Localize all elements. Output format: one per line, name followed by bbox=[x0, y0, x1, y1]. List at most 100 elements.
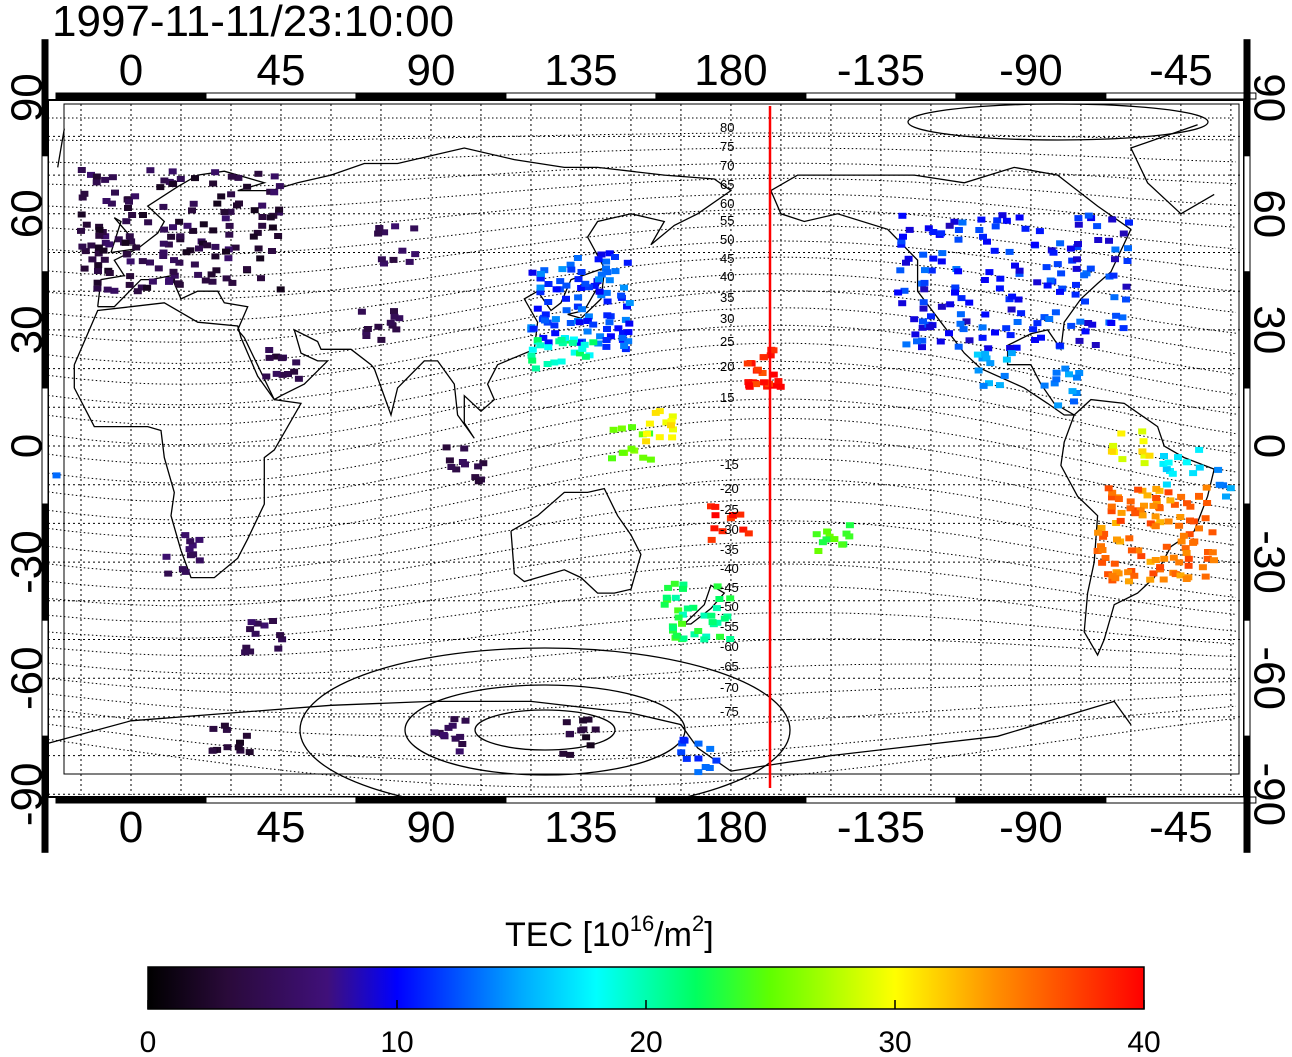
tec-point bbox=[937, 258, 946, 265]
tec-point bbox=[689, 604, 698, 611]
contour-line bbox=[48, 398, 1237, 484]
tec-point bbox=[710, 525, 719, 532]
tec-point bbox=[726, 595, 735, 602]
tec-point bbox=[176, 176, 185, 182]
tec-point bbox=[1152, 485, 1161, 492]
contour-label: -65 bbox=[720, 659, 739, 674]
tec-point bbox=[743, 360, 752, 367]
tec-point bbox=[562, 307, 571, 314]
coastlines bbox=[48, 124, 1215, 772]
tec-point bbox=[678, 611, 687, 618]
tec-point bbox=[752, 381, 761, 388]
tec-point bbox=[203, 242, 212, 249]
tec-point bbox=[618, 449, 627, 456]
tec-point bbox=[664, 584, 673, 591]
axis-bar bbox=[1243, 387, 1251, 505]
tec-point bbox=[93, 279, 102, 286]
tec-point bbox=[774, 378, 783, 385]
tec-point bbox=[126, 258, 135, 265]
tec-point bbox=[609, 426, 618, 433]
tec-point bbox=[566, 751, 575, 758]
tec-point bbox=[753, 366, 762, 373]
tec-point bbox=[1124, 569, 1133, 576]
tec-point bbox=[1107, 503, 1116, 510]
tec-point bbox=[596, 333, 605, 340]
tec-point bbox=[918, 324, 927, 331]
tec-point bbox=[52, 472, 61, 479]
tec-point bbox=[739, 526, 748, 533]
tec-point bbox=[1195, 492, 1203, 499]
tec-point bbox=[391, 223, 400, 230]
contour-label: 20 bbox=[720, 359, 734, 374]
axis-bar bbox=[1243, 271, 1251, 389]
tec-point bbox=[744, 530, 753, 537]
tec-point bbox=[559, 750, 568, 757]
tec-point bbox=[995, 285, 1004, 292]
tec-point bbox=[897, 241, 906, 248]
tec-point bbox=[897, 238, 906, 245]
tec-point bbox=[225, 231, 234, 238]
tec-point bbox=[1189, 539, 1198, 546]
tec-point bbox=[128, 212, 137, 218]
tec-point bbox=[276, 286, 285, 293]
tec-point bbox=[624, 329, 633, 336]
tec-point bbox=[983, 238, 991, 245]
tec-point bbox=[1210, 557, 1218, 564]
tec-point bbox=[606, 333, 615, 340]
tec-point bbox=[1140, 502, 1148, 509]
tec-point bbox=[1107, 508, 1116, 515]
tec-point bbox=[127, 238, 136, 245]
tec-point bbox=[268, 224, 277, 231]
axis-bar bbox=[955, 92, 1107, 100]
tec-point bbox=[715, 596, 724, 602]
lat-tick-label: 90 bbox=[1244, 73, 1292, 122]
tec-point bbox=[707, 503, 715, 510]
tec-point bbox=[1118, 456, 1127, 463]
axis-bar bbox=[41, 735, 49, 853]
tec-point bbox=[625, 320, 634, 327]
tec-point bbox=[1070, 398, 1078, 405]
tec-point bbox=[144, 219, 153, 226]
tec-point bbox=[655, 434, 664, 441]
tec-point bbox=[529, 325, 538, 332]
tec-point bbox=[562, 295, 570, 302]
tec-point bbox=[1134, 486, 1143, 493]
tec-point bbox=[290, 368, 299, 375]
tec-point bbox=[108, 174, 117, 181]
axis-bar bbox=[1243, 735, 1251, 853]
tec-point bbox=[146, 167, 155, 174]
tec-point bbox=[680, 737, 689, 744]
tec-point bbox=[694, 628, 703, 634]
tec-point bbox=[247, 619, 256, 626]
tec-point bbox=[579, 717, 588, 724]
tec-point bbox=[189, 227, 198, 234]
tec-point bbox=[1164, 489, 1173, 496]
tec-point bbox=[227, 191, 236, 198]
tec-point bbox=[243, 183, 252, 190]
coastline-path bbox=[1060, 398, 1215, 657]
tec-point bbox=[80, 190, 89, 197]
tec-point bbox=[208, 278, 217, 285]
tec-point bbox=[380, 260, 388, 267]
tec-point bbox=[479, 460, 488, 467]
tec-point bbox=[938, 250, 947, 257]
tec-point bbox=[31, 481, 39, 487]
tec-point bbox=[574, 294, 583, 301]
tec-point bbox=[276, 632, 285, 639]
tec-point bbox=[1057, 270, 1066, 277]
map-border bbox=[47, 99, 1245, 798]
tec-point bbox=[1065, 371, 1073, 378]
contour-line bbox=[48, 324, 1237, 406]
tec-point bbox=[1201, 573, 1210, 580]
contour-label: 70 bbox=[720, 158, 734, 173]
contour-label: -45 bbox=[720, 580, 739, 595]
tec-point bbox=[1214, 466, 1223, 473]
tec-point bbox=[1007, 350, 1016, 357]
tec-point bbox=[896, 267, 905, 274]
tec-point bbox=[377, 256, 386, 263]
tec-point bbox=[451, 735, 460, 742]
contour-label: -55 bbox=[720, 619, 739, 634]
tec-point bbox=[920, 286, 929, 293]
tec-point bbox=[1109, 442, 1118, 449]
tec-point bbox=[77, 167, 86, 173]
